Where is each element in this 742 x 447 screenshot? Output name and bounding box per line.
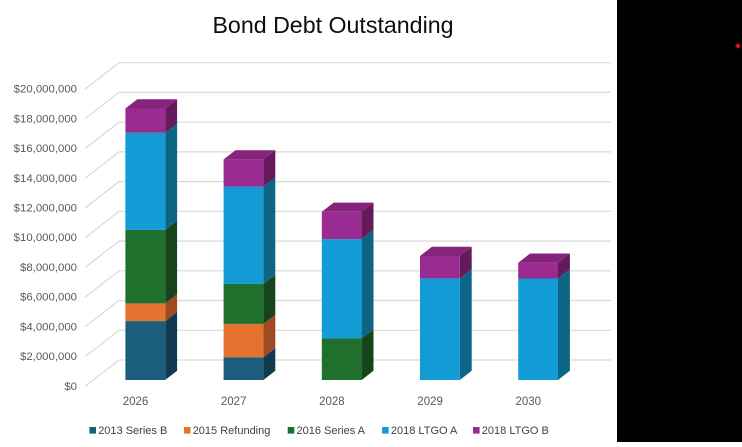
svg-text:$10,000,000: $10,000,000	[14, 232, 77, 244]
svg-text:$16,000,000: $16,000,000	[14, 143, 77, 155]
svg-text:$20,000,000: $20,000,000	[14, 84, 77, 96]
svg-text:2026: 2026	[123, 396, 149, 408]
svg-text:2016 Series A: 2016 Series A	[297, 425, 366, 437]
svg-text:$14,000,000: $14,000,000	[14, 173, 77, 185]
svg-text:$12,000,000: $12,000,000	[14, 203, 77, 215]
svg-text:Bond Debt Outstanding: Bond Debt Outstanding	[212, 12, 453, 38]
svg-text:$4,000,000: $4,000,000	[20, 321, 77, 333]
svg-text:2028: 2028	[319, 396, 345, 408]
svg-text:$18,000,000: $18,000,000	[14, 113, 77, 125]
svg-text:2018 LTGO B: 2018 LTGO B	[482, 425, 549, 437]
svg-text:$2,000,000: $2,000,000	[20, 351, 77, 363]
svg-text:2029: 2029	[417, 396, 443, 408]
svg-text:$6,000,000: $6,000,000	[20, 292, 77, 304]
svg-text:$0: $0	[64, 381, 77, 393]
svg-text:2013 Series B: 2013 Series B	[98, 425, 167, 437]
svg-text:$8,000,000: $8,000,000	[20, 262, 77, 274]
svg-text:2018 LTGO A: 2018 LTGO A	[391, 425, 458, 437]
svg-text:2027: 2027	[221, 396, 247, 408]
svg-text:2015 Refunding: 2015 Refunding	[193, 425, 271, 437]
svg-text:2030: 2030	[516, 396, 542, 408]
